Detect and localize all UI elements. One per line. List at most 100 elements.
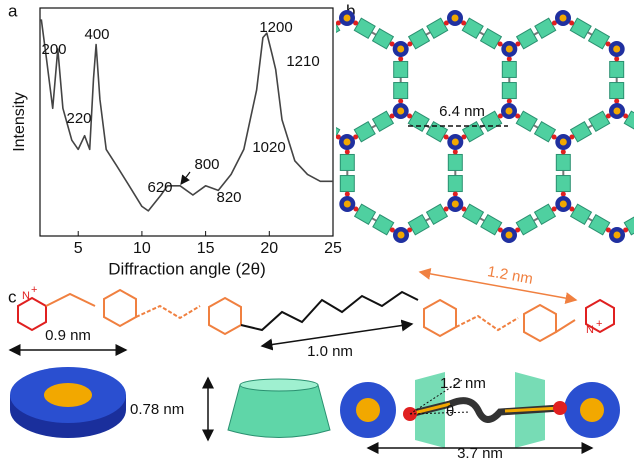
cyclodextrin-rim <box>239 378 319 392</box>
macrocycle-core <box>290 46 297 53</box>
cyclodextrin <box>371 110 395 132</box>
benzene-ring <box>208 296 242 336</box>
pyridinium-ring <box>585 298 615 334</box>
atom-label: N <box>586 324 594 336</box>
benzene-ring <box>523 303 557 343</box>
peak-label: 800 <box>194 156 219 173</box>
angle-label: θ <box>446 403 454 420</box>
stopper <box>569 134 575 140</box>
length-arrow <box>260 319 414 351</box>
annotation-arrow <box>180 171 191 185</box>
cyclodextrin <box>609 82 625 100</box>
stopper <box>605 113 611 119</box>
macrocycle-core <box>613 45 621 53</box>
benzene-ring <box>103 288 137 328</box>
stopper <box>389 113 395 119</box>
macrocycle-core <box>343 14 351 22</box>
stopper <box>614 98 620 104</box>
cyclodextrin <box>407 214 430 236</box>
stopper <box>407 41 413 47</box>
cyclodextrin <box>425 203 449 225</box>
stopper <box>344 191 350 197</box>
cyclodextrin <box>393 60 409 78</box>
x-axis-label: Diffraction angle (2θ) <box>108 259 266 278</box>
peak-label: 1020 <box>252 139 285 156</box>
length-label: 1.0 nm <box>307 343 353 360</box>
cyclodextrin <box>447 175 463 193</box>
macrocycle <box>285 103 301 119</box>
stopper <box>560 149 566 155</box>
pyridinium-ring <box>17 296 47 332</box>
cyclodextrin <box>588 110 611 132</box>
cyclodextrin <box>569 17 592 39</box>
macrocycle-core <box>451 200 459 208</box>
molecule <box>17 288 615 343</box>
y-axis-label: Intensity <box>11 92 28 152</box>
stopper <box>569 20 575 26</box>
stopper <box>336 20 341 26</box>
cyclodextrin <box>301 29 322 49</box>
benzene-ring <box>423 298 457 338</box>
macrocycle-core <box>613 107 621 115</box>
peak-label: 1210 <box>286 53 319 70</box>
cyclodextrin <box>515 110 538 132</box>
macrocycle-core <box>613 231 621 239</box>
stopper <box>551 206 557 212</box>
peak-label: 200 <box>41 41 66 58</box>
stopper <box>605 227 611 233</box>
macrocycle-core <box>356 398 380 422</box>
panel-label: a <box>8 1 18 20</box>
cyclodextrin <box>461 121 485 143</box>
stopper <box>497 113 503 119</box>
cyclodextrin <box>479 28 503 50</box>
cyclodextrin <box>339 175 355 193</box>
macrocycle-core <box>397 231 405 239</box>
arm-label: 1.2 nm <box>440 375 486 392</box>
cyclodextrin <box>336 17 341 39</box>
cyclodextrin <box>407 110 430 132</box>
atom-label: N <box>22 290 30 302</box>
stopper <box>443 134 449 140</box>
diameter-label: 0.9 nm <box>45 327 91 344</box>
cyclodextrin <box>425 121 449 143</box>
stopper <box>398 98 404 104</box>
macrocycle-core <box>559 138 567 146</box>
azo-bond <box>455 314 519 332</box>
peak-label: 620 <box>147 179 172 196</box>
macrocycle-core <box>559 200 567 208</box>
stopper <box>291 99 296 104</box>
linker <box>45 292 96 307</box>
cyclodextrin <box>623 110 634 132</box>
cyclodextrin <box>407 28 431 50</box>
cyclodextrin <box>515 214 538 236</box>
cyclodextrin <box>447 153 463 171</box>
charge-label: + <box>596 318 602 330</box>
cyclodextrin <box>588 214 611 236</box>
cyclodextrin <box>533 203 557 225</box>
distance-label: 6.4 nm <box>439 103 485 120</box>
peak-label: 400 <box>84 26 109 43</box>
stopper <box>336 134 341 140</box>
stopper <box>497 41 503 47</box>
stopper <box>353 206 359 212</box>
cyclodextrin <box>609 60 625 78</box>
macrocycle-core <box>451 138 459 146</box>
macrocycle-core <box>451 14 459 22</box>
macrocycle-core <box>343 138 351 146</box>
hexagonal-network <box>285 10 634 243</box>
stopper <box>461 20 467 26</box>
cyclodextrin <box>336 121 341 143</box>
stopper <box>506 56 512 62</box>
macrocycle-core <box>44 383 92 407</box>
stopper <box>553 401 567 415</box>
stopper <box>407 113 413 119</box>
stopper <box>461 206 467 212</box>
macrocycle-core <box>397 107 405 115</box>
x-tick-label: 5 <box>74 240 83 257</box>
length-arrow <box>418 267 578 305</box>
stopper <box>623 227 629 233</box>
cyclodextrin <box>480 214 503 236</box>
length-label: 1.2 nm <box>486 263 534 288</box>
cyclodextrin <box>353 121 376 143</box>
